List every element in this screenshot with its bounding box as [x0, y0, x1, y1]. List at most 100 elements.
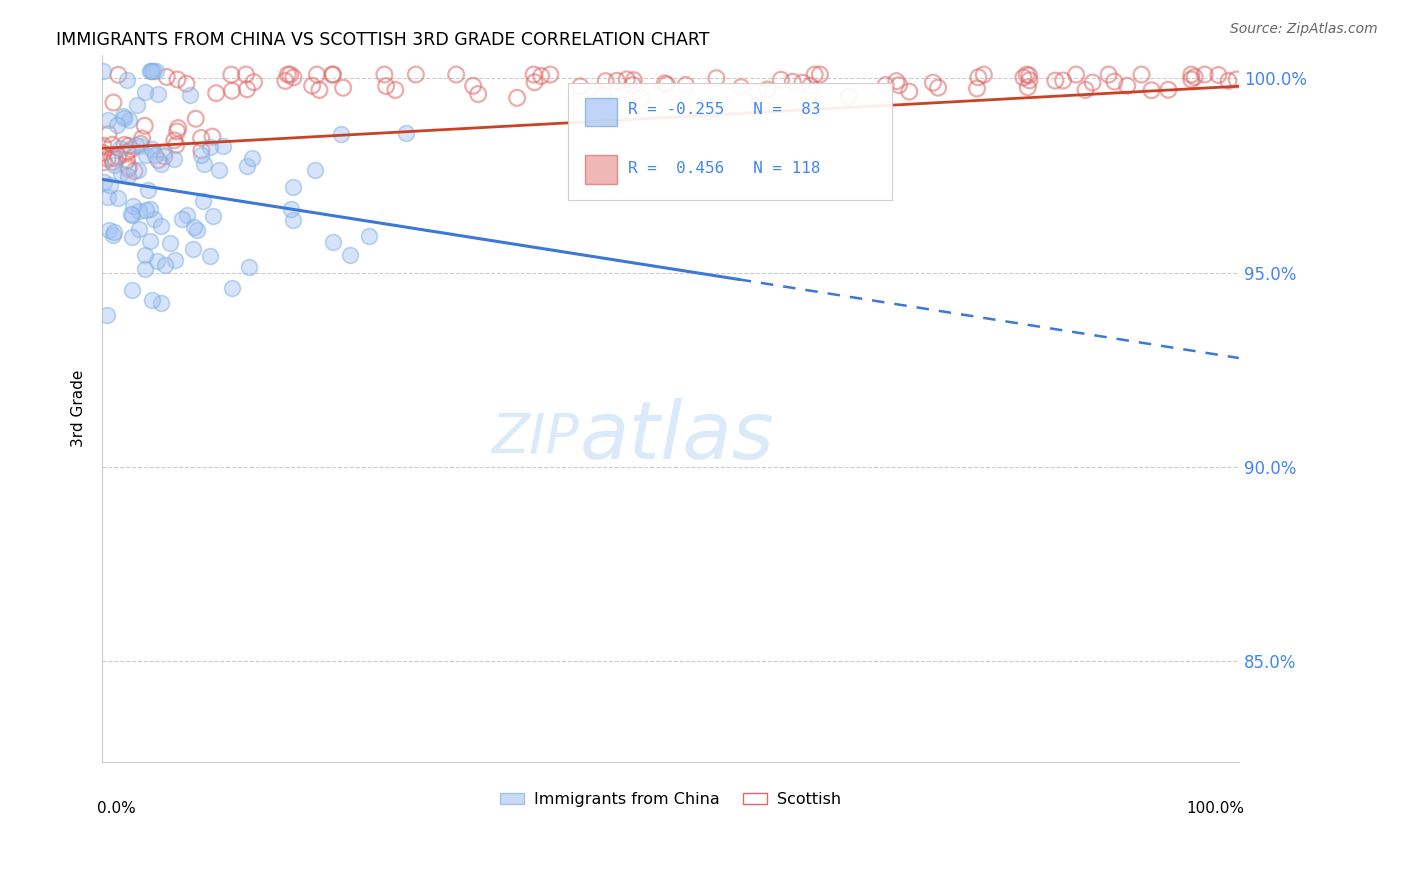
Point: [114, 137, 136, 152]
Point: [281, 212, 304, 227]
Point: [122, 199, 145, 213]
Point: [134, 119, 156, 133]
Point: [506, 91, 529, 105]
FancyBboxPatch shape: [585, 155, 617, 184]
Point: [283, 70, 305, 85]
Point: [236, 82, 259, 96]
Point: [280, 202, 302, 216]
Point: [1015, 68, 1038, 82]
Point: [117, 145, 139, 159]
Point: [301, 78, 323, 93]
Point: [98, 178, 121, 192]
Point: [103, 95, 125, 110]
Point: [1018, 73, 1040, 87]
Point: [463, 78, 485, 93]
Point: [103, 228, 125, 243]
Point: [922, 76, 945, 90]
Point: [395, 126, 418, 140]
Point: [107, 191, 129, 205]
Point: [799, 78, 821, 93]
Point: [1097, 68, 1119, 82]
Point: [621, 78, 644, 92]
Point: [1157, 83, 1180, 97]
Text: atlas: atlas: [579, 398, 775, 475]
Point: [120, 142, 142, 156]
Text: Source: ZipAtlas.com: Source: ZipAtlas.com: [1230, 22, 1378, 37]
Point: [630, 91, 652, 105]
Point: [184, 112, 207, 126]
Point: [1218, 74, 1240, 88]
Point: [155, 258, 177, 272]
Point: [967, 70, 990, 85]
Point: [384, 83, 406, 97]
Point: [134, 247, 156, 261]
Point: [1018, 69, 1040, 83]
Point: [131, 131, 153, 145]
Point: [782, 75, 804, 89]
Point: [274, 74, 297, 88]
Point: [523, 68, 546, 82]
Point: [110, 141, 132, 155]
Point: [93, 155, 115, 169]
Point: [747, 85, 769, 99]
Point: [110, 166, 132, 180]
Point: [146, 87, 169, 101]
Point: [166, 72, 188, 87]
Point: [190, 144, 212, 158]
Point: [886, 74, 908, 88]
Point: [148, 153, 170, 167]
Point: [322, 68, 344, 82]
Point: [134, 85, 156, 99]
Point: [121, 230, 143, 244]
Point: [1194, 68, 1216, 82]
Point: [128, 204, 150, 219]
Point: [156, 70, 179, 84]
Point: [623, 73, 645, 87]
Point: [240, 151, 263, 165]
Point: [201, 129, 224, 144]
Point: [112, 109, 135, 123]
Point: [756, 82, 779, 96]
Point: [530, 69, 553, 83]
Point: [134, 261, 156, 276]
Point: [373, 68, 395, 82]
Point: [128, 221, 150, 235]
Point: [129, 136, 152, 151]
Point: [278, 68, 301, 82]
Point: [125, 138, 148, 153]
FancyBboxPatch shape: [585, 97, 617, 126]
Point: [142, 212, 165, 227]
Text: R =  0.456   N = 118: R = 0.456 N = 118: [628, 161, 821, 176]
Text: ZIP: ZIP: [492, 410, 579, 463]
Point: [1104, 74, 1126, 88]
Point: [803, 68, 825, 82]
Point: [966, 81, 988, 95]
Point: [100, 151, 122, 165]
Point: [887, 78, 910, 93]
Point: [167, 121, 190, 136]
Point: [1052, 73, 1074, 87]
Point: [118, 139, 141, 153]
FancyBboxPatch shape: [568, 84, 893, 200]
Point: [103, 157, 125, 171]
Point: [193, 194, 215, 208]
Point: [166, 124, 188, 138]
Point: [186, 223, 208, 237]
Point: [654, 76, 676, 90]
Text: 0.0%: 0.0%: [97, 801, 135, 815]
Point: [1074, 83, 1097, 97]
Point: [120, 207, 142, 221]
Point: [808, 68, 831, 82]
Point: [97, 190, 120, 204]
Point: [208, 162, 231, 177]
Point: [118, 112, 141, 127]
Point: [243, 75, 266, 89]
Point: [143, 148, 166, 162]
Point: [221, 68, 243, 82]
Point: [152, 145, 174, 159]
Point: [179, 88, 201, 103]
Point: [1184, 70, 1206, 84]
Point: [538, 68, 561, 82]
Point: [141, 142, 163, 156]
Point: [308, 83, 330, 97]
